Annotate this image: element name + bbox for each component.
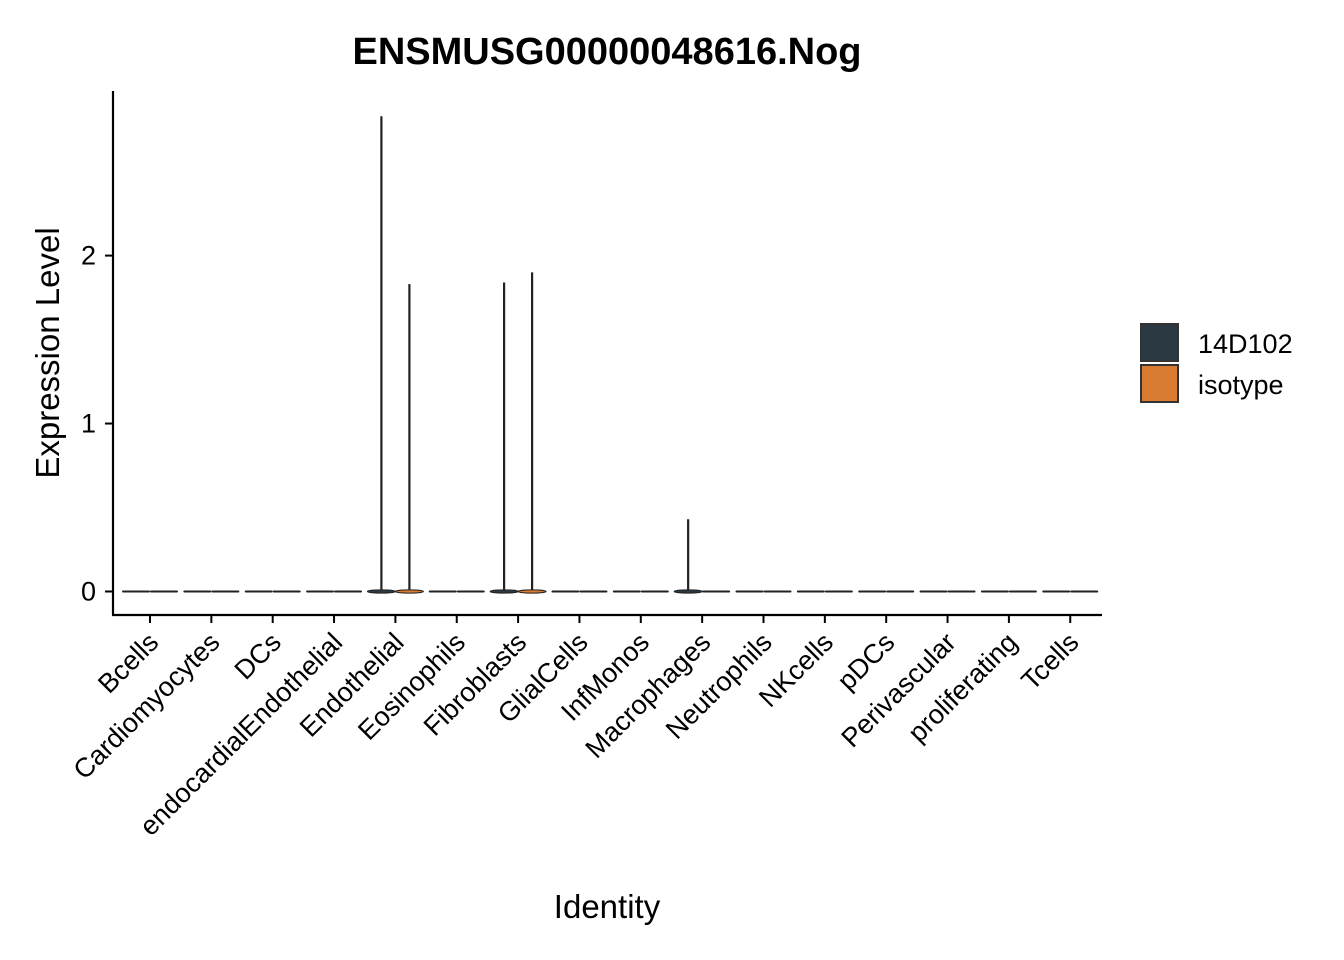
violin-body <box>394 589 424 594</box>
x-tick-label: Tcells <box>1016 627 1085 696</box>
violin-14D102 <box>673 519 703 594</box>
violin-body <box>517 589 547 594</box>
plot-marks <box>122 116 1099 594</box>
violin-14D102 <box>366 116 396 594</box>
violin-body <box>489 589 519 594</box>
legend-label: 14D102 <box>1198 329 1293 359</box>
y-axis-ticks: 0 1 2 <box>81 241 113 606</box>
violin-body <box>673 589 703 594</box>
y-axis-title: Expression Level <box>29 227 66 478</box>
legend: 14D102 isotype <box>1140 323 1293 403</box>
y-tick-label: 2 <box>81 241 96 271</box>
y-tick-label: 1 <box>81 409 96 439</box>
violin-isotype <box>394 284 424 594</box>
violin-isotype <box>517 272 547 594</box>
legend-key <box>1140 364 1179 403</box>
violin-14D102 <box>489 282 519 594</box>
legend-key <box>1140 323 1179 362</box>
legend-label: isotype <box>1198 370 1284 400</box>
x-axis-title: Identity <box>554 888 661 925</box>
violin-body <box>366 589 396 594</box>
y-tick-label: 0 <box>81 576 96 606</box>
chart-title: ENSMUSG00000048616.Nog <box>352 31 861 73</box>
